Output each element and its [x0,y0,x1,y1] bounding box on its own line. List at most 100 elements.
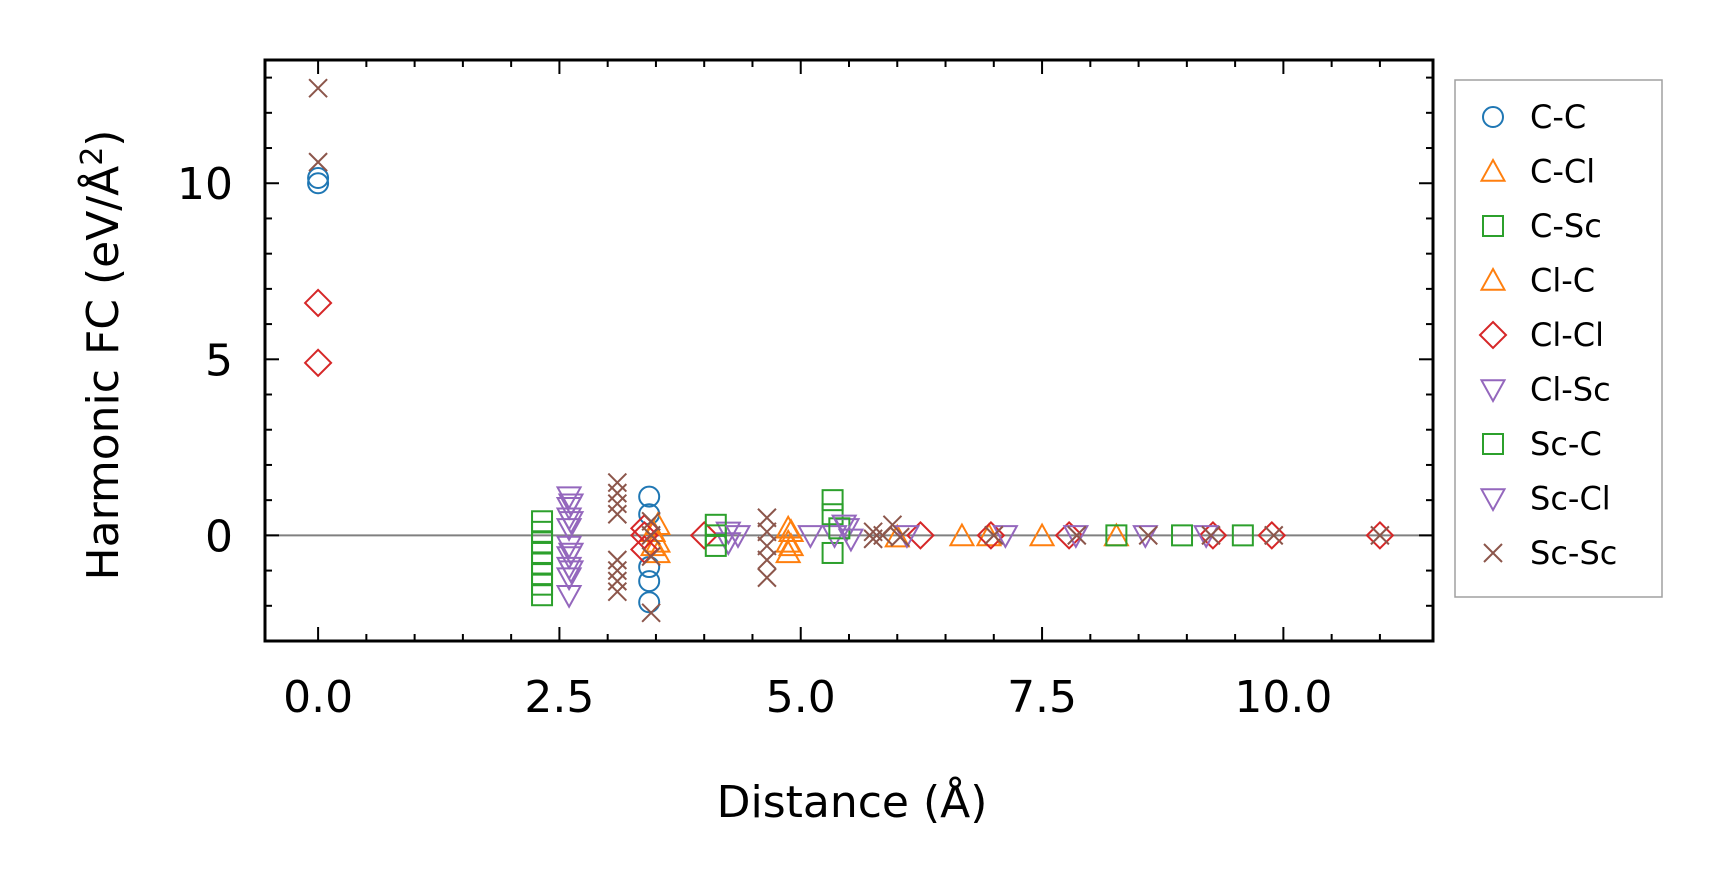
data-point [777,532,805,557]
series-sc-cl [557,493,865,585]
data-point [797,525,824,549]
data-point [303,288,333,318]
data-point [777,518,805,543]
data-point [607,571,628,591]
data-point [1171,524,1194,547]
data-point [1257,520,1287,550]
legend-label: Cl-Cl [1530,316,1604,354]
data-point [1365,520,1395,550]
data-point [1132,525,1159,549]
data-point [303,348,333,378]
x-tick-label: 7.5 [1007,672,1077,723]
y-axis-label-main: Harmonic FC (eV/Å [76,166,129,581]
legend-label: C-C [1530,98,1586,136]
plot-area [265,60,1433,641]
data-point [715,532,742,556]
legend-marker [1479,157,1507,182]
data-point [308,152,328,172]
data-point [607,472,628,493]
data-point [607,483,628,503]
data-point [1028,522,1056,547]
legend-marker [1483,543,1503,563]
data-points [303,78,1395,623]
data-point [882,515,903,535]
y-axis-label: Harmonic FC (eV/Å2) [75,130,129,581]
legend-item: Sc-C [1482,425,1602,463]
data-point [307,166,330,189]
data-point [641,511,661,531]
legend-label: Sc-Cl [1530,480,1611,518]
data-point [724,525,752,549]
data-point [1062,525,1090,549]
legend-item: Cl-Sc [1479,371,1611,409]
legend-marker [1482,106,1504,128]
data-point [948,522,976,547]
data-point [704,534,727,557]
axes: 0.0 2.5 5.0 7.5 10.0 0 5 10 [177,58,1435,723]
data-point [1264,525,1284,546]
legend-item: C-C [1482,98,1586,136]
data-point [757,522,777,542]
data-point [757,508,777,528]
legend-label: Sc-Sc [1530,534,1617,572]
legend-label: C-Cl [1530,153,1595,191]
data-point [557,511,585,535]
data-point [607,550,628,570]
y-axis-label-superscript: 2 [75,147,110,166]
x-tick-label: 5.0 [766,672,836,723]
data-point [837,528,865,553]
data-point [1370,525,1390,546]
data-point [1054,520,1084,550]
legend-item: Sc-Cl [1479,480,1611,518]
data-point [757,536,777,556]
data-point [1231,524,1254,547]
data-point [830,514,858,539]
data-point [641,525,661,546]
data-point [757,567,777,588]
data-point [821,503,844,526]
legend-label: C-Sc [1530,207,1602,245]
data-point [821,489,844,512]
data-point [557,542,585,567]
legend-item: Sc-Sc [1483,534,1617,572]
data-point [308,78,328,98]
legend-label: Sc-C [1530,425,1602,463]
data-point [607,581,628,602]
data-point [1138,525,1158,546]
x-tick-label: 10.0 [1234,672,1332,723]
data-point [1067,525,1087,546]
x-tick-label: 0.0 [283,672,353,723]
legend-item: Cl-Cl [1478,316,1604,354]
data-point [976,520,1006,550]
data-point [531,584,554,607]
legend-marker [1478,320,1508,350]
legend-item: C-Cl [1479,153,1595,191]
data-point [638,485,661,508]
data-point [555,585,583,609]
plot-background [265,60,1433,641]
data-point [555,518,583,542]
data-point [1198,520,1228,550]
x-tick-label: 2.5 [524,672,594,723]
data-point [884,523,911,548]
data-point [1201,525,1221,546]
data-point [555,567,583,592]
legend-marker [1482,433,1504,455]
x-axis-label: Distance (Å) [717,775,988,828]
legend-marker [1482,215,1504,237]
data-point [906,520,935,550]
data-point [607,560,628,581]
data-point [757,550,777,570]
data-point [557,560,585,585]
y-axis-label-close: ) [78,130,129,147]
data-point [557,493,585,518]
legend-marker [1479,488,1507,513]
legend-label: Cl-Sc [1530,371,1611,409]
data-point [607,504,628,524]
data-point [641,546,661,567]
data-point [890,527,910,547]
y-tick-label: 10 [177,159,233,210]
legend-marker [1479,266,1507,291]
data-point [1105,524,1128,547]
